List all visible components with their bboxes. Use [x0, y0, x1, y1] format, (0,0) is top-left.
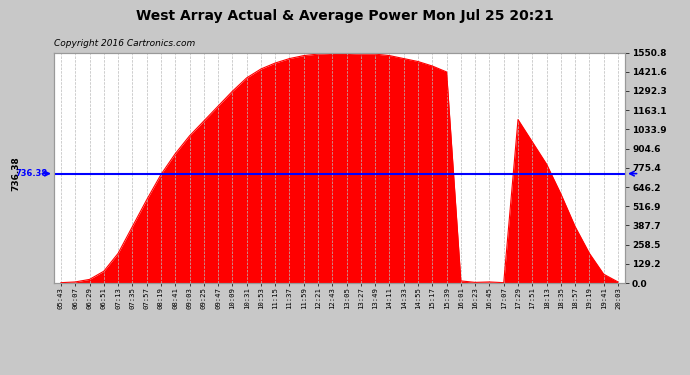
Text: 736.38: 736.38: [16, 169, 48, 178]
Text: West Array Actual & Average Power Mon Jul 25 20:21: West Array Actual & Average Power Mon Ju…: [136, 9, 554, 23]
Text: 736.38: 736.38: [11, 156, 21, 191]
Text: Copyright 2016 Cartronics.com: Copyright 2016 Cartronics.com: [54, 39, 195, 48]
